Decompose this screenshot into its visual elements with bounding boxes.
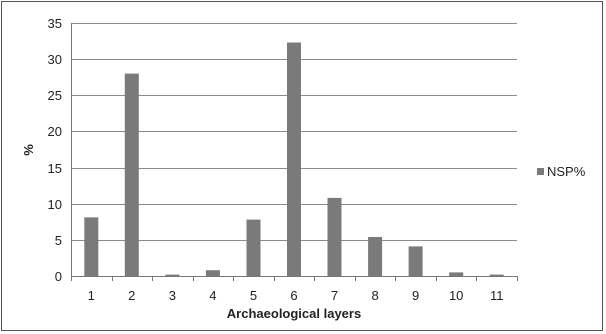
bar (449, 272, 464, 276)
bar (287, 42, 301, 276)
legend: NSP% (537, 164, 586, 179)
x-tick-label: 10 (449, 288, 463, 303)
axes (71, 23, 517, 281)
y-tick-label: 25 (48, 88, 62, 103)
bar (368, 237, 383, 276)
x-tick-label: 1 (88, 288, 95, 303)
bar (408, 246, 423, 276)
x-tick-label: 4 (209, 288, 216, 303)
y-tick-label: 20 (48, 124, 62, 139)
x-tick-label: 9 (412, 288, 419, 303)
x-axis-title: Archaeological layers (227, 306, 361, 321)
bar (327, 197, 342, 276)
bars (84, 42, 504, 276)
x-tick-label: 11 (490, 288, 504, 303)
bar (84, 217, 99, 276)
x-tick-label: 2 (128, 288, 135, 303)
y-axis-title: % (21, 144, 36, 156)
x-tick-labels: 1 2 3 4 5 6 7 8 9 10 11 (71, 276, 518, 303)
x-tick-label: 7 (331, 288, 338, 303)
bar (246, 219, 261, 276)
bar (489, 274, 504, 276)
y-tick-label: 10 (48, 197, 62, 212)
x-tick-label: 3 (169, 288, 176, 303)
y-tick-label: 30 (48, 52, 62, 67)
bar (124, 73, 139, 276)
bar (205, 270, 220, 276)
x-tick-label: 6 (290, 288, 297, 303)
y-tick-label: 5 (55, 233, 62, 248)
legend-label: NSP% (547, 164, 586, 179)
y-tick-label: 35 (48, 16, 62, 31)
y-tick-label: 15 (48, 161, 62, 176)
y-tick-label: 0 (55, 269, 62, 284)
legend-swatch (537, 168, 544, 175)
x-tick-label: 8 (371, 288, 378, 303)
bar (165, 274, 180, 276)
x-tick-label: 5 (250, 288, 257, 303)
y-tick-labels: 0 5 10 15 20 25 30 35 (48, 16, 62, 284)
